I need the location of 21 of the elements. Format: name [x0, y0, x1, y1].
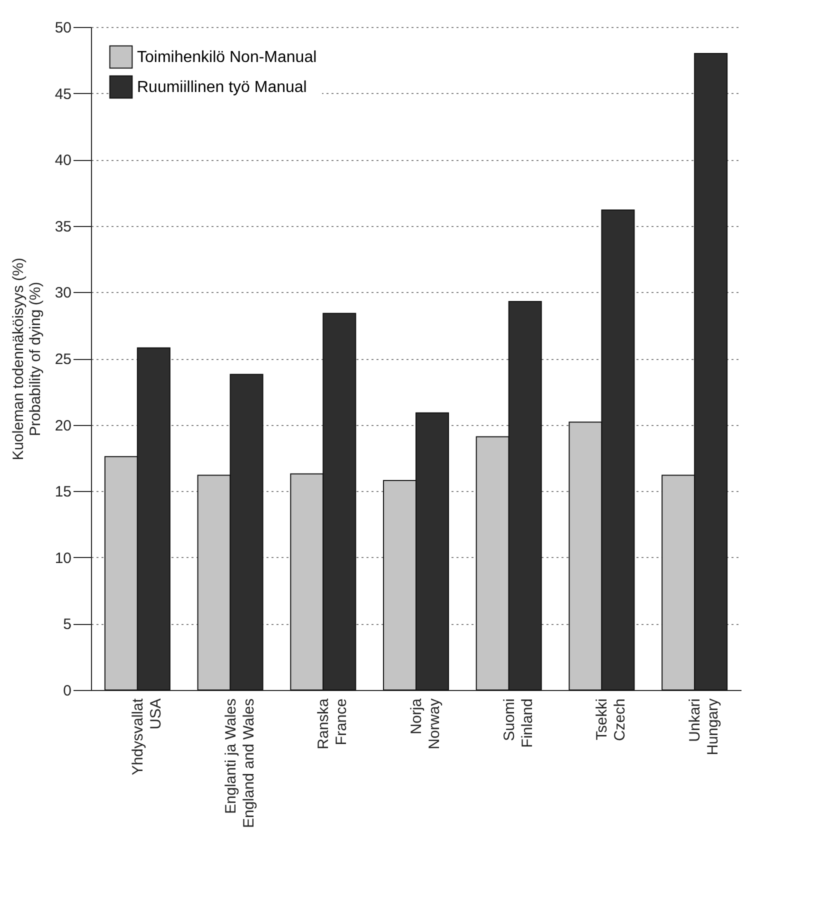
y-tick-label: 30: [54, 284, 72, 302]
y-tick-label: 40: [54, 152, 72, 170]
y-tick-label: 15: [54, 484, 72, 501]
x-tick-label: Unkari Hungary: [686, 698, 722, 756]
x-tick-label: Suomi Finland: [500, 698, 536, 748]
legend-label: Ruumiillinen työ Manual: [137, 79, 307, 96]
x-tick-label: Yhdysvallat USA: [129, 698, 164, 776]
y-tick-label: 20: [54, 417, 72, 434]
y-tick-label: 0: [63, 682, 72, 700]
x-tick-label: Ranska France: [315, 698, 350, 750]
legend-label: Toimihenkilö Non-Manual: [137, 49, 317, 66]
y-tick-label: 25: [54, 351, 72, 368]
y-tick-label: 45: [54, 86, 72, 103]
y-tick-label: 35: [54, 218, 72, 236]
y-tick-label: 50: [54, 20, 72, 36]
x-tick-label: Norja Norway: [408, 698, 443, 750]
y-axis-title: Kuoleman todennäköisyys (%) Probability of dying (%): [10, 258, 44, 460]
x-tick-label: Tsekki Czech: [594, 698, 629, 742]
y-tick-label: 10: [54, 550, 72, 567]
y-tick-label: 5: [63, 616, 72, 634]
x-tick-label: Englanti ja Wales England and Wales: [222, 698, 258, 828]
